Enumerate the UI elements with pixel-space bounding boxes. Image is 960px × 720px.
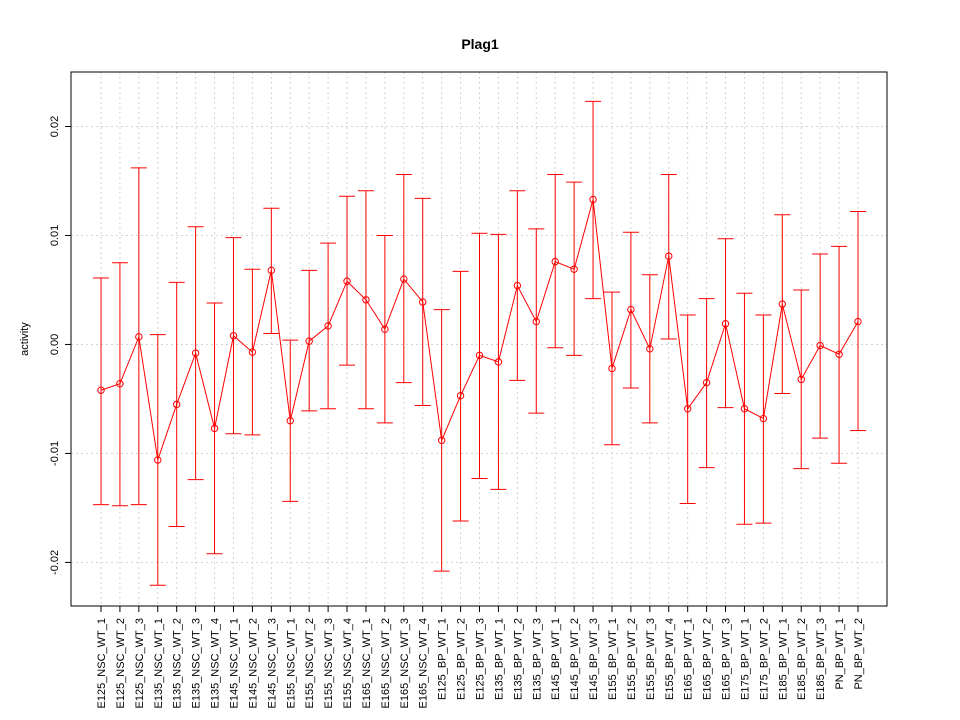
data-point (173, 400, 181, 409)
data-point (116, 379, 124, 388)
series-line (100, 199, 859, 461)
x-tick-label: E145_NSC_WT_2 (247, 618, 259, 709)
data-point (494, 358, 503, 366)
data-point (797, 375, 805, 384)
x-tick-label: E145_NSC_WT_3 (266, 618, 278, 709)
x-tick-label: E145_BP_WT_2 (569, 618, 581, 700)
x-tick-label: E155_BP_WT_3 (645, 618, 657, 700)
y-tick-label: 0.01 (49, 225, 61, 246)
x-tick-label: E135_BP_WT_1 (493, 618, 505, 700)
x-tick-label: E145_BP_WT_3 (588, 618, 600, 700)
data-point (456, 391, 465, 400)
data-point (740, 405, 749, 413)
x-tick-label: E135_NSC_WT_2 (172, 618, 184, 709)
data-point (154, 456, 162, 464)
x-tick-label: E155_NSC_WT_3 (323, 618, 335, 709)
data-point (721, 320, 730, 328)
data-point (437, 436, 446, 445)
data-point (532, 317, 540, 326)
x-tick-label: E165_NSC_WT_3 (399, 618, 411, 709)
data-point (570, 265, 578, 273)
data-point (702, 378, 711, 387)
series (93, 100, 866, 586)
data-point (381, 325, 389, 333)
x-tick-label: E125_BP_WT_3 (475, 618, 487, 700)
x-tick-label: E155_NSC_WT_4 (342, 618, 354, 709)
x-tick-label: E155_BP_WT_2 (626, 618, 638, 700)
x-tick-label: E135_NSC_WT_3 (191, 618, 203, 709)
data-point (665, 252, 673, 260)
data-point (210, 424, 219, 433)
data-point (324, 322, 332, 330)
x-tick-label: E185_BP_WT_3 (815, 618, 827, 700)
x-tick-label: E155_BP_WT_4 (664, 618, 676, 700)
data-point (267, 266, 276, 275)
x-tick-label: E125_BP_WT_1 (437, 618, 449, 700)
data-point (513, 281, 522, 290)
data-point (646, 345, 654, 353)
chart-title: Plag1 (461, 36, 499, 52)
data-point (229, 332, 238, 340)
x-tick-label: E125_NSC_WT_1 (96, 618, 108, 709)
data-point (400, 275, 408, 283)
data-point (854, 317, 862, 326)
x-tick-label: E165_NSC_WT_1 (361, 618, 373, 709)
x-tick-label: E145_NSC_WT_1 (228, 618, 240, 709)
y-tick-label: -0.01 (49, 441, 61, 466)
data-point (683, 405, 692, 413)
data-point (627, 305, 635, 314)
data-point (608, 364, 616, 373)
data-point (248, 348, 257, 356)
data-point (419, 298, 427, 306)
x-tick-label: PN_BP_WT_2 (853, 618, 865, 690)
y-tick-label: 0.00 (49, 334, 61, 355)
x-tick-label: E125_NSC_WT_3 (134, 618, 146, 709)
x-tick-label: E125_NSC_WT_2 (115, 618, 127, 709)
data-point (135, 333, 143, 341)
data-point (759, 414, 768, 423)
x-tick-label: PN_BP_WT_1 (834, 618, 846, 690)
x-axis: E125_NSC_WT_1 E125_NSC_WT_2 E125_NSC_WT_3 E… (96, 606, 865, 709)
data-point (551, 257, 559, 266)
data-point (305, 337, 313, 345)
x-tick-label: E175_BP_WT_2 (758, 618, 770, 700)
x-tick-label: E135_BP_WT_3 (531, 618, 543, 700)
x-tick-label: E135_NSC_WT_4 (210, 618, 222, 709)
data-point (816, 341, 824, 350)
y-axis: -0.02 -0.01 0.00 0.01 0.02 (49, 116, 71, 575)
x-tick-label: E125_BP_WT_2 (456, 618, 468, 700)
x-tick-label: E165_BP_WT_3 (721, 618, 733, 700)
x-tick-label: E145_BP_WT_1 (550, 618, 562, 700)
data-point (362, 296, 370, 304)
x-tick-label: E165_NSC_WT_2 (380, 618, 392, 709)
x-tick-label: E155_NSC_WT_1 (285, 618, 297, 709)
x-tick-label: E155_NSC_WT_2 (304, 618, 316, 709)
x-tick-label: E185_BP_WT_2 (796, 618, 808, 700)
data-point (589, 195, 597, 204)
data-point (475, 351, 484, 360)
x-tick-label: E185_BP_WT_1 (777, 618, 789, 700)
x-tick-label: E165_BP_WT_2 (702, 618, 714, 700)
y-tick-label: 0.02 (49, 116, 61, 137)
data-point (835, 350, 843, 358)
y-tick-label: -0.02 (49, 550, 61, 575)
x-tick-label: E175_BP_WT_1 (739, 618, 751, 700)
data-point (191, 349, 200, 357)
x-tick-label: E135_NSC_WT_1 (153, 618, 165, 709)
x-tick-label: E135_BP_WT_2 (512, 618, 524, 700)
data-point (343, 277, 351, 285)
data-point (286, 417, 294, 425)
x-tick-label: E155_BP_WT_1 (607, 618, 619, 700)
x-tick-label: E165_BP_WT_1 (683, 618, 695, 700)
data-point (97, 386, 105, 394)
data-point (778, 300, 786, 308)
x-tick-label: E165_NSC_WT_4 (418, 618, 430, 709)
y-axis-label: activity (19, 322, 31, 356)
